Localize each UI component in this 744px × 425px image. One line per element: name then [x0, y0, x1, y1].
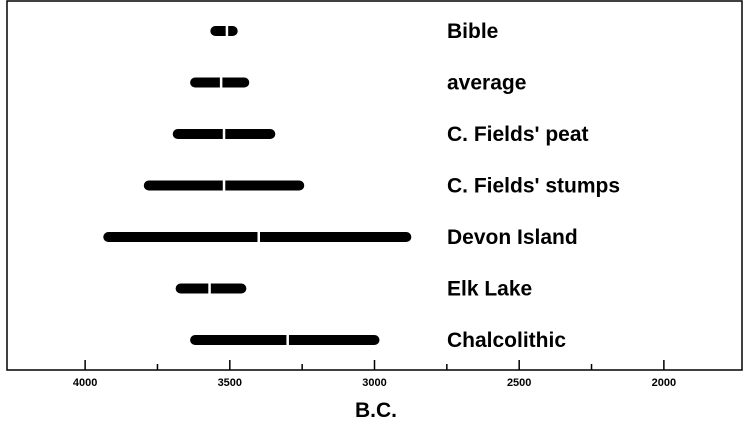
x-tick-label: 2500 [507, 377, 531, 389]
series-labels: Bible average C. Fields' peat C. Fields' st… [447, 20, 620, 352]
series-label: Bible [447, 20, 498, 43]
x-axis-title: B.C. [355, 399, 397, 422]
x-tick-label: 3000 [362, 377, 386, 389]
x-axis-tick-labels: 4000 3500 3000 2500 2000 [73, 377, 676, 389]
series-label: average [447, 72, 526, 95]
plot-frame [6, 0, 743, 371]
x-tick-label: 4000 [73, 377, 97, 389]
series-label: C. Fields' stumps [447, 175, 620, 198]
x-axis-ticks [84, 360, 665, 370]
x-tick-label: 3500 [218, 377, 242, 389]
series-label: Elk Lake [447, 278, 532, 301]
series-label: Devon Island [447, 226, 578, 249]
x-tick-label: 2000 [652, 377, 676, 389]
series-label: Chalcolithic [447, 329, 566, 352]
range-bars [103, 24, 412, 347]
series-label: C. Fields' peat [447, 123, 589, 146]
